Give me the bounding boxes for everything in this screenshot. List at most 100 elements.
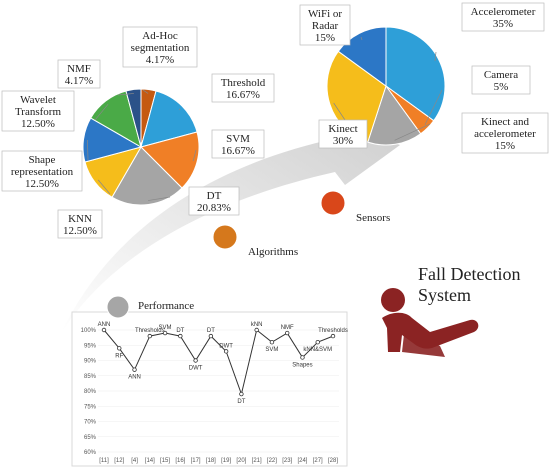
- sensors-pie-leader-3: [394, 123, 431, 141]
- sensors-pie-leader-4: [333, 102, 346, 121]
- sensors-pie-label-1-line-1: Accelerometer: [471, 6, 536, 18]
- perf-ytick-7: 70%: [84, 420, 97, 426]
- perf-point-11: [254, 327, 259, 333]
- perf-xtick-7: [17]: [191, 458, 201, 464]
- algorithms-pie-leader-5: [97, 179, 111, 195]
- algorithms-pie-slice-2: [140, 90, 198, 148]
- perf-point-label-9: DWT: [219, 343, 233, 349]
- sensors-pie-label-box-2: [471, 65, 531, 95]
- algorithms-pie-label-7-line-1: Wavelet: [20, 94, 56, 106]
- perf-xtick-12: [22]: [267, 458, 277, 464]
- algorithms-pie-chart: Ad-Hocsegmentation4.17%Threshold16.67%SV…: [1, 26, 275, 239]
- algorithms-pie-label-8-line-2: 4.17%: [65, 75, 93, 87]
- algorithms-pie-label-2-line-2: 16.67%: [226, 89, 260, 101]
- sensors-pie-leader-2: [424, 89, 443, 126]
- sensors-pie-label-5-line-1: WiFi or: [308, 8, 342, 20]
- sensors-pie-label-2-line-1: Camera: [484, 69, 518, 81]
- algorithms-pie-leader-3: [192, 149, 197, 162]
- perf-xtick-2: [12]: [114, 458, 124, 464]
- algorithms-pie-slice-8: [125, 88, 142, 148]
- perf-ytick-1: 100%: [81, 328, 97, 334]
- perf-point-8: [208, 333, 214, 339]
- sensors-pie-slice-1: [385, 26, 446, 122]
- algorithms-pie-label-5-line-2: 12.50%: [63, 225, 97, 237]
- sensors-pie-label-box-1: [461, 2, 545, 32]
- perf-xtick-6: [16]: [175, 458, 185, 464]
- perf-point-13: [285, 330, 290, 336]
- sensors-pie-leader-1: [434, 51, 437, 62]
- algorithms-pie-label-7-line-2: Transform: [15, 106, 61, 118]
- perf-point-label-5: SVM: [159, 325, 172, 331]
- perf-xtick-8: [18]: [206, 458, 216, 464]
- algorithms-pie-leader-4: [147, 196, 171, 201]
- algorithms-pie-label-1-line-1: Ad-Hoc: [142, 30, 178, 42]
- perf-xtick-11: [21]: [252, 458, 262, 464]
- algorithms-pie-leader-1: [142, 89, 149, 94]
- perf-point-label-2: RF: [115, 353, 123, 359]
- perf-point-label-7: DWT: [189, 366, 203, 372]
- perf-point-label-3: ANN: [128, 375, 141, 381]
- perf-point-label-1: ANN: [98, 322, 111, 328]
- perf-point-16: [330, 333, 336, 339]
- perf-point-5: [162, 330, 168, 336]
- algorithms-pie-slice-4: [111, 146, 183, 206]
- perf-xtick-1: [11]: [99, 458, 109, 464]
- sensors-pie-label-box-5: [299, 4, 351, 46]
- perf-point-label-15: kNN&SVM: [303, 347, 332, 353]
- algorithms-stage-dot: [212, 224, 238, 250]
- perf-ytick-5: 80%: [84, 389, 97, 395]
- perf-point-3: [132, 367, 137, 372]
- perf-point-label-13: NMF: [281, 325, 294, 331]
- perf-xtick-4: [14]: [145, 458, 155, 464]
- perf-point-4: [147, 333, 152, 339]
- perf-xtick-9: [19]: [221, 458, 231, 464]
- algorithms-pie-leader-8: [117, 93, 134, 96]
- perf-ytick-9: 60%: [84, 450, 97, 456]
- algorithms-pie-label-6-line-1: Shape: [29, 154, 56, 166]
- algorithms-pie-label-5-line-1: KNN: [68, 213, 92, 225]
- algorithms-pie-label-box-4: [188, 186, 240, 216]
- sensors-pie-label-2-line-2: 5%: [494, 81, 509, 93]
- algorithms-pie-label-box-8: [57, 59, 101, 89]
- perf-point-2: [117, 346, 122, 351]
- algorithms-pie-label-box-2: [211, 73, 275, 103]
- perf-point-label-16: Thresholds: [318, 328, 348, 334]
- sensors-pie-label-3-line-1: Kinect and: [481, 116, 529, 128]
- sensors-pie-label-box-4: [318, 119, 368, 149]
- algorithms-pie-label-box-5: [57, 209, 103, 239]
- perf-xtick-14: [24]: [297, 458, 307, 464]
- sensors-pie-label-3-line-2: accelerometer: [474, 128, 536, 140]
- perf-point-label-14: Shapes: [292, 362, 312, 368]
- perf-point-14: [300, 355, 305, 360]
- algorithms-pie-label-6-line-2: representation: [11, 166, 74, 178]
- algorithms-pie-label-3-line-2: 16.67%: [221, 145, 255, 157]
- algorithms-pie-label-1-line-3: 4.17%: [146, 54, 174, 66]
- algorithms-pie-label-box-7: [1, 90, 75, 132]
- perf-ytick-4: 85%: [84, 374, 97, 380]
- perf-point-6: [178, 333, 183, 339]
- algorithms-pie-slice-3: [140, 131, 200, 189]
- sensors-pie-leader-5: [360, 36, 363, 41]
- algorithms-pie-leader-7: [94, 103, 109, 121]
- algorithms-pie-leader-6: [87, 139, 89, 161]
- perf-xtick-5: [15]: [160, 458, 170, 464]
- sensors-pie-label-4-line-2: 30%: [333, 135, 353, 147]
- perf-point-label-6: DT: [176, 328, 184, 334]
- sensors-pie-label-5-line-2: Radar: [312, 20, 339, 32]
- perf-point-12: [269, 340, 275, 345]
- perf-xtick-10: [20]: [236, 458, 246, 464]
- algorithms-pie-label-7-line-3: 12.50%: [21, 118, 55, 130]
- algorithms-pie-label-box-6: [1, 150, 83, 192]
- sensors-pie-slice-3: [367, 84, 422, 146]
- algorithms-pie-label-box-1: [122, 26, 198, 68]
- sensors-pie-label-5-line-3: 15%: [315, 32, 335, 44]
- algorithms-pie-label-6-line-3: 12.50%: [25, 178, 59, 190]
- perf-xtick-15: [27]: [313, 458, 323, 464]
- fallen-person-icon: [381, 288, 479, 357]
- perf-ytick-8: 65%: [84, 435, 97, 441]
- progress-arrow: [60, 120, 400, 335]
- sensors-pie-label-box-3: [461, 112, 549, 154]
- perf-xtick-3: [4]: [131, 458, 138, 464]
- perf-ytick-3: 90%: [84, 359, 97, 365]
- sensors-pie-label-1-line-2: 35%: [493, 18, 513, 30]
